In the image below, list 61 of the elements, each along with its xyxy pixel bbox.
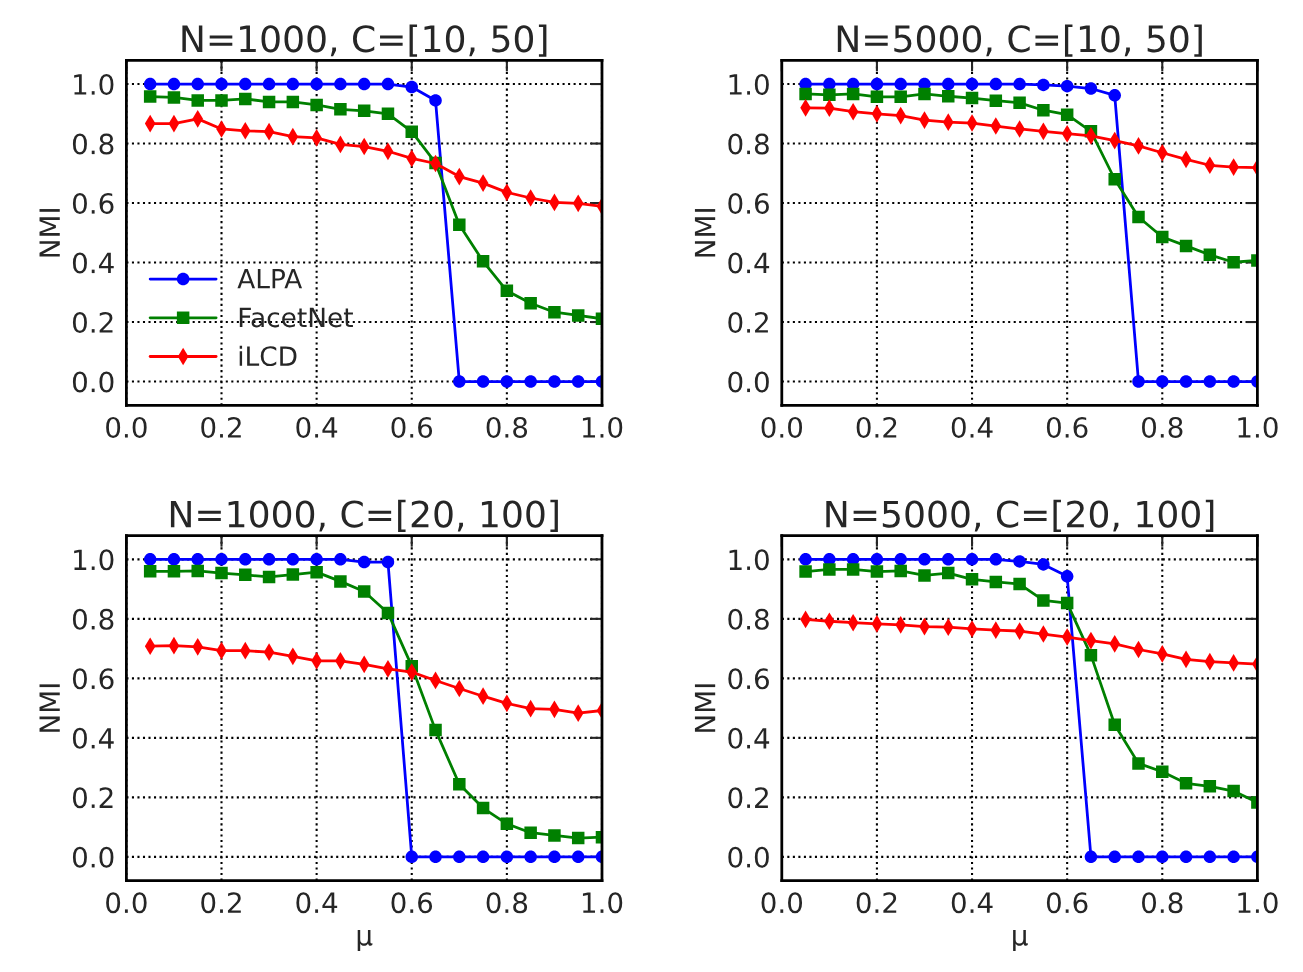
y-tick-label: 0.4 [72, 252, 114, 274]
legend-label: ALPA [237, 269, 303, 289]
x-tick-label: 0.2 [201, 892, 241, 914]
x-tick-label: 0.2 [201, 416, 241, 438]
x-tick-label: 0.2 [856, 892, 897, 914]
y-axis-title: NMI [694, 684, 716, 732]
y-tick-label: 0.8 [72, 608, 114, 630]
x-tick-label: 0.0 [761, 892, 803, 914]
y-tick-label: 0.0 [72, 371, 114, 393]
y-tick-label: 0.8 [728, 133, 769, 155]
x-tick-label: 0.6 [1046, 416, 1088, 438]
legend-label: FacetNet [239, 307, 353, 328]
x-tick-label: 1.0 [1238, 892, 1278, 914]
y-tick-label: 0.8 [728, 608, 769, 630]
y-tick-label: 0.4 [728, 252, 770, 274]
y-tick-label: 0.6 [72, 192, 114, 214]
x-tick-label: 0.4 [296, 416, 338, 438]
y-tick-label: 0.6 [728, 668, 769, 690]
chart-title: N=5000, C=[10, 50] [837, 24, 1202, 57]
x-tick-label: 0.6 [1046, 892, 1088, 914]
y-tick-label: 0.6 [72, 668, 114, 690]
x-tick-label: 0.0 [106, 892, 147, 914]
y-tick-label: 0.6 [728, 192, 769, 214]
y-tick-label: 1.0 [74, 549, 114, 571]
x-tick-label: 0.4 [951, 892, 993, 914]
x-axis-title: μ [1013, 930, 1028, 952]
chart-title: N=5000, C=[20, 100] [826, 499, 1214, 532]
y-tick-label: 0.0 [728, 846, 769, 868]
y-tick-label: 1.0 [729, 549, 769, 571]
y-axis-title: NMI [39, 684, 60, 732]
y-axis-title: NMI [694, 209, 716, 257]
y-tick-label: 0.8 [72, 133, 114, 155]
y-tick-label: 0.2 [72, 787, 113, 809]
y-tick-label: 0.4 [728, 727, 770, 749]
x-tick-label: 0.8 [486, 892, 528, 914]
x-tick-label: 1.0 [582, 892, 623, 914]
x-tick-label: 0.8 [1142, 892, 1183, 914]
y-tick-label: 0.4 [72, 727, 114, 749]
x-tick-label: 0.0 [106, 416, 147, 438]
chart-title: N=1000, C=[10, 50] [182, 24, 547, 57]
x-tick-label: 0.2 [856, 416, 897, 438]
x-tick-label: 0.6 [391, 892, 433, 914]
x-tick-label: 0.0 [761, 416, 803, 438]
y-tick-label: 0.2 [728, 787, 768, 809]
x-tick-label: 0.4 [951, 416, 993, 438]
y-tick-label: 1.0 [74, 74, 114, 96]
y-tick-label: 0.0 [72, 846, 114, 868]
chart-title: N=1000, C=[20, 100] [170, 499, 558, 532]
y-tick-label: 0.0 [728, 371, 769, 393]
x-tick-label: 0.8 [1142, 416, 1183, 438]
x-tick-label: 0.8 [486, 416, 528, 438]
y-tick-label: 1.0 [729, 74, 769, 96]
y-tick-label: 0.2 [72, 311, 113, 333]
y-tick-label: 0.2 [728, 311, 768, 333]
x-tick-label: 1.0 [1238, 416, 1278, 438]
y-axis-title: NMI [39, 209, 60, 257]
x-tick-label: 0.6 [391, 416, 433, 438]
legend-label: iLCD [239, 345, 297, 367]
x-axis-title: μ [357, 930, 373, 952]
x-tick-label: 0.4 [296, 892, 338, 914]
x-tick-label: 1.0 [582, 416, 623, 438]
